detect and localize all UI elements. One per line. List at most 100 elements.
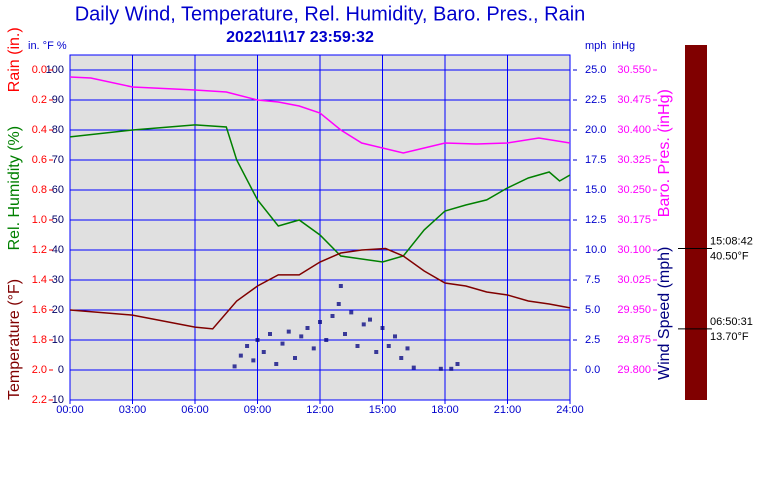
temperature-bar (685, 45, 707, 400)
wind-point (380, 326, 385, 330)
annotation-label: 40.50°F (710, 250, 749, 262)
y-tick-label: 70 (52, 154, 64, 166)
wind-point (268, 332, 272, 336)
series-line (69, 76, 571, 154)
wind-tick-label: 2.5 (585, 334, 600, 346)
wind-point (299, 334, 304, 339)
x-tick-label: 06:00 (181, 404, 209, 416)
rain-tick-label: 1.8 (32, 334, 47, 346)
wind-point (255, 338, 260, 342)
wind-point (343, 332, 347, 336)
wind-point (280, 341, 285, 346)
wind-tick-label: 0.0 (585, 364, 600, 376)
wind-tick-label: 10.0 (585, 244, 606, 256)
wind-point (438, 366, 443, 371)
chart-subtitle: 2022\11\17 23:59:32 (226, 29, 374, 46)
wind-tick-label: 5.0 (585, 304, 600, 316)
right-axis-title: Wind Speed (mph) (656, 247, 673, 380)
pressure-tick-label: 30.025 (617, 274, 651, 286)
x-tick-label: 12:00 (306, 404, 334, 416)
y-tick-label: 80 (52, 124, 64, 136)
pressure-tick-label: 30.100 (617, 244, 651, 256)
rain-tick-label: 0.8 (32, 184, 47, 196)
wind-tick-label: 17.5 (585, 154, 606, 166)
x-tick-label: 18:00 (431, 404, 459, 416)
wind-point (338, 284, 343, 288)
wind-point (361, 322, 366, 327)
annotation-time: 06:50:31 (710, 316, 753, 328)
wind-point (311, 346, 316, 351)
wind-point (286, 329, 291, 334)
wind-point (238, 353, 243, 358)
rain-tick-label: 0.4 (32, 124, 47, 136)
wind-point (293, 356, 297, 360)
wind-point (318, 320, 322, 324)
rain-tick-label: 1.4 (32, 274, 47, 286)
wind-tick-label: 15.0 (585, 184, 606, 196)
rain-tick-label: 0.6 (32, 154, 47, 166)
y-tick-label: 0 (58, 364, 64, 376)
pressure-tick-label: 29.800 (617, 364, 651, 376)
x-tick-label: 24:00 (556, 404, 584, 416)
rain-tick-label: 1.2 (32, 244, 47, 256)
wind-point (405, 346, 410, 351)
wind-point (393, 334, 397, 339)
wind-point (455, 362, 460, 366)
x-tick-label: 15:00 (369, 404, 397, 416)
wind-tick-label: 7.5 (585, 274, 600, 286)
wind-point (336, 302, 341, 306)
wind-point (374, 350, 379, 354)
pressure-tick-label: 30.550 (617, 64, 651, 76)
wind-point (411, 365, 416, 370)
wind-point (274, 362, 279, 366)
rain-tick-label: 2.0 (32, 364, 47, 376)
annotation-time: 15:08:42 (710, 235, 753, 247)
y-tick-label: 50 (52, 214, 64, 226)
y-tick-label: 100 (46, 64, 64, 76)
rain-tick-label: 1.6 (32, 304, 47, 316)
chart-title: Daily Wind, Temperature, Rel. Humidity, … (75, 3, 586, 25)
wind-point (305, 326, 310, 330)
rain-tick-label: 0.2 (32, 94, 47, 106)
y-tick-label: 10 (52, 334, 64, 346)
annotation-label: 13.70°F (710, 331, 749, 343)
wind-point (349, 310, 354, 315)
wind-tick-label: 12.5 (585, 214, 606, 226)
wind-point (386, 344, 391, 348)
right-axis-title: Baro. Pres. (inHg) (656, 89, 673, 217)
pressure-tick-label: 30.250 (617, 184, 651, 196)
x-tick-label: 21:00 (494, 404, 522, 416)
y-tick-label: 30 (52, 274, 64, 286)
wind-point (449, 366, 454, 371)
wind-point (261, 350, 266, 354)
pressure-tick-label: 30.475 (617, 94, 651, 106)
y-tick-label: 20 (52, 304, 64, 316)
pressure-tick-label: 30.400 (617, 124, 651, 136)
wind-point (355, 344, 360, 348)
left-axis-title: Rain (in.) (6, 27, 23, 92)
series-line (69, 124, 571, 263)
wind-point (324, 338, 329, 342)
wind-point (399, 356, 404, 360)
rain-tick-label: 2.2 (32, 394, 47, 406)
pressure-tick-label: 30.325 (617, 154, 651, 166)
y-tick-label: 40 (52, 244, 64, 256)
pressure-tick-label: 30.175 (617, 214, 651, 226)
wind-tick-label: 25.0 (585, 64, 606, 76)
x-tick-label: 03:00 (119, 404, 147, 416)
left-axis-title: Temperature (°F) (6, 279, 23, 400)
plot-border (69, 54, 571, 401)
left-units: in. °F % (28, 40, 67, 52)
y-tick-label: -10 (48, 394, 64, 406)
wind-point (368, 317, 372, 322)
wind-tick-label: 20.0 (585, 124, 606, 136)
right-units: mph inHg (585, 40, 635, 52)
wind-point (232, 364, 237, 369)
rain-tick-label: 0.0 (32, 64, 47, 76)
x-tick-label: 09:00 (244, 404, 272, 416)
rain-tick-label: 1.0 (32, 214, 47, 226)
y-tick-label: 60 (52, 184, 64, 196)
wind-tick-label: 22.5 (585, 94, 606, 106)
left-axis-title: Rel. Humidity (%) (6, 126, 23, 250)
